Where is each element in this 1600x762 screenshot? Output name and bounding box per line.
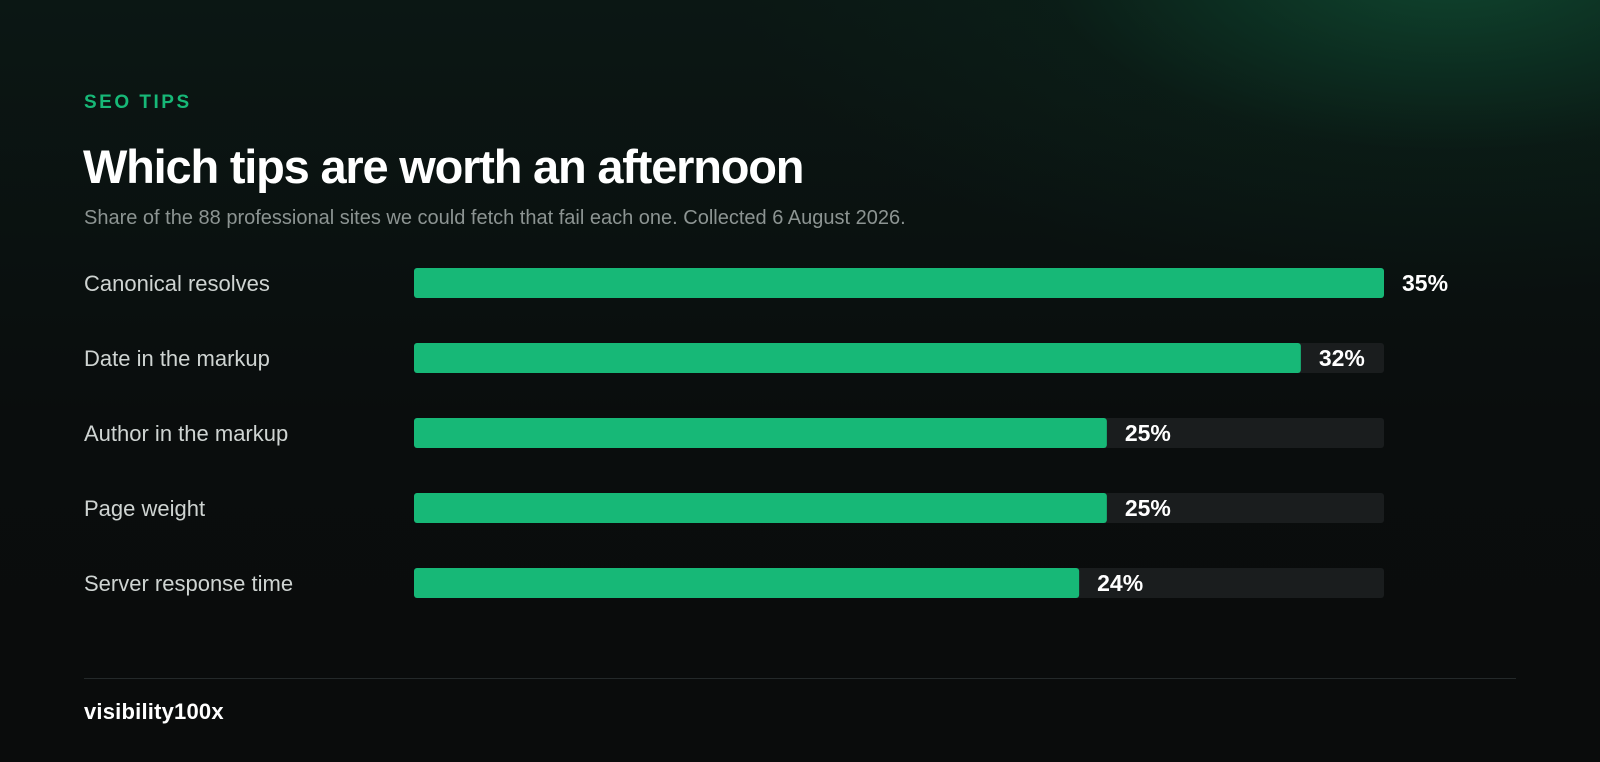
bar: [414, 268, 1384, 298]
value-label: 35%: [1402, 270, 1448, 296]
category-label: Author in the markup: [84, 421, 288, 446]
category-label: Page weight: [84, 496, 205, 521]
bar-row: Page weight 25%: [84, 493, 1384, 523]
page-title: Which tips are worth an afternoon: [83, 140, 804, 193]
category-label: Canonical resolves: [84, 271, 270, 296]
bar-row: Server response time 24%: [84, 568, 1384, 598]
value-label: 25%: [1125, 495, 1171, 521]
bar: [414, 343, 1301, 373]
bar: [414, 568, 1080, 598]
bar-row: Canonical resolves 35%: [84, 268, 1448, 298]
bar-row: Date in the markup 32%: [84, 343, 1384, 373]
category-label: Server response time: [84, 571, 293, 596]
value-label: 32%: [1319, 345, 1365, 371]
bar: [414, 418, 1107, 448]
footer-divider: [84, 678, 1516, 679]
bar-row: Author in the markup 25%: [84, 418, 1384, 448]
category-label: Date in the markup: [84, 346, 270, 371]
value-label: 25%: [1125, 420, 1171, 446]
brand-logo: visibility100x: [84, 699, 224, 724]
chart-subtitle: Share of the 88 professional sites we co…: [84, 207, 906, 229]
value-label: 24%: [1097, 570, 1143, 596]
bar: [414, 493, 1107, 523]
eyebrow-label: SEO TIPS: [84, 92, 192, 113]
